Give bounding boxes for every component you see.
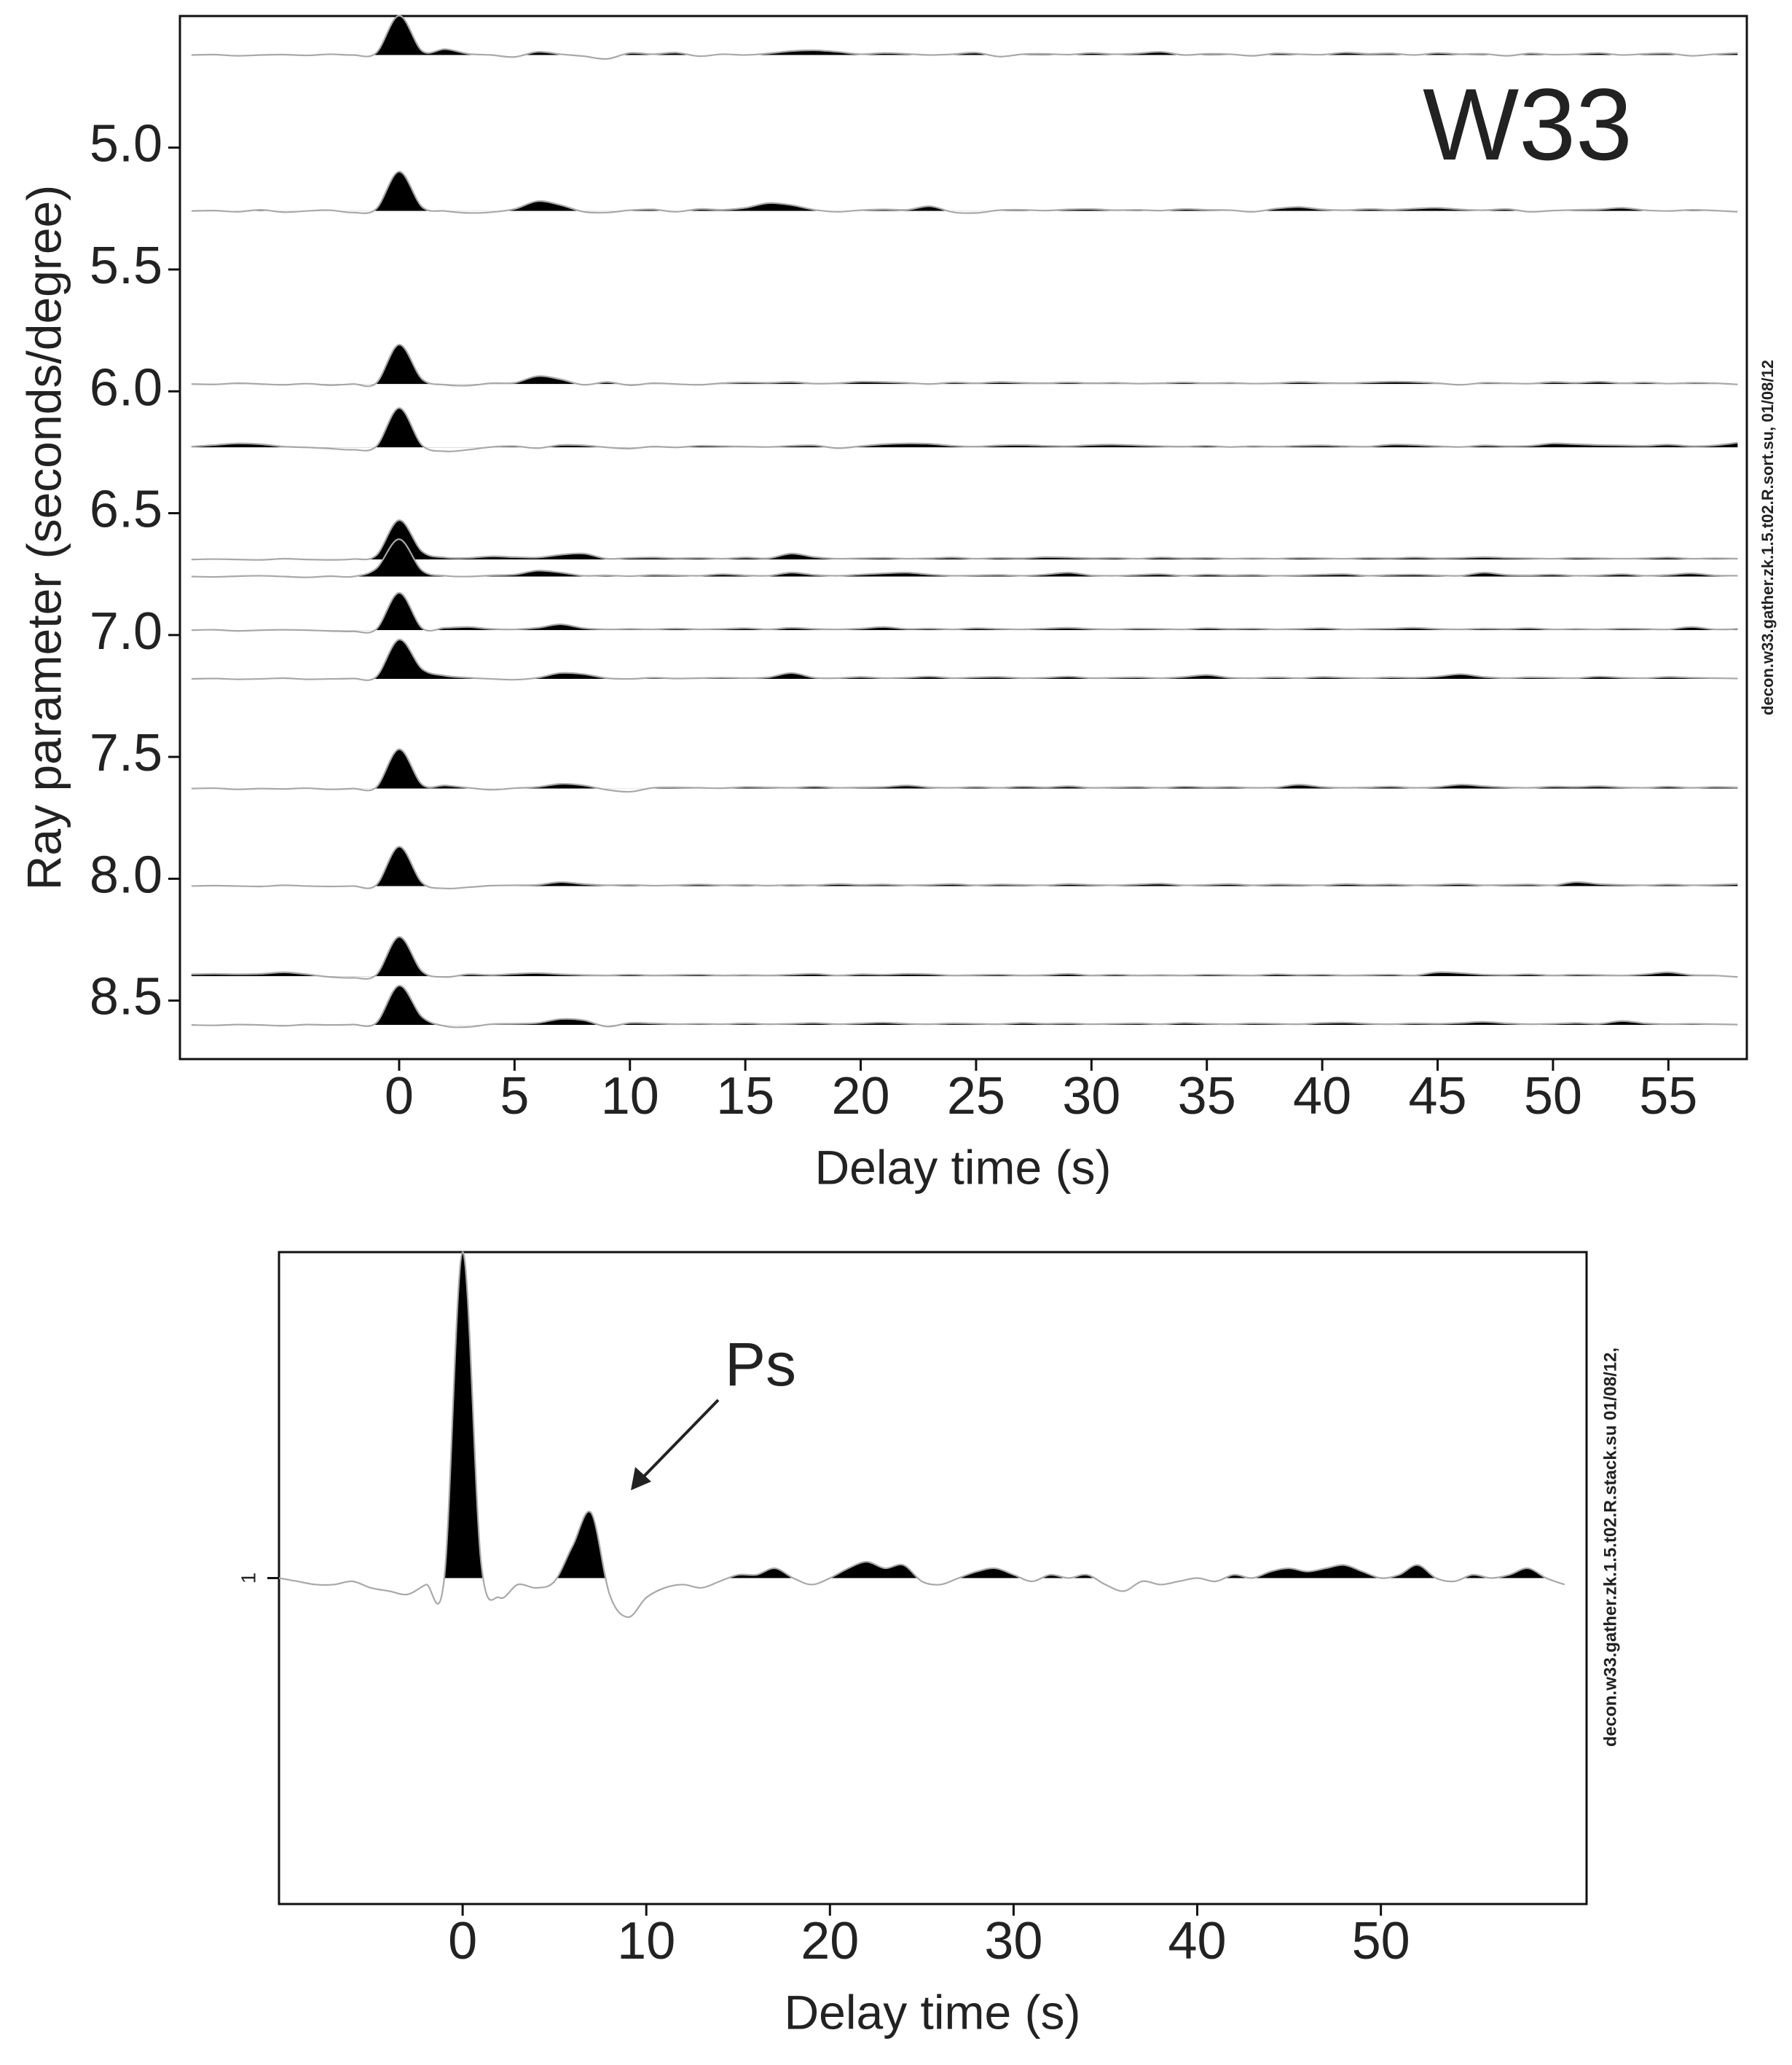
- trace: [191, 519, 1738, 561]
- y-tick-label: 8.0: [90, 846, 162, 904]
- arrow-shaft: [636, 1399, 720, 1484]
- trace-positive-fill: [191, 408, 1738, 448]
- y-tick-label: 1: [237, 1573, 259, 1584]
- x-tick-label: 50: [1352, 1912, 1410, 1970]
- trace-line: [191, 638, 1738, 681]
- trace: [191, 846, 1738, 890]
- x-tick-label: 45: [1408, 1067, 1466, 1125]
- trace: [278, 1251, 1565, 1618]
- trace: [191, 15, 1738, 60]
- x-tick-label: 20: [831, 1067, 889, 1125]
- trace-line: [191, 519, 1738, 561]
- y-tick-label: 6.0: [90, 358, 162, 417]
- x-tick-label: 25: [947, 1067, 1005, 1125]
- x-tick-label: 55: [1639, 1067, 1697, 1125]
- x-tick-label: 35: [1178, 1067, 1236, 1125]
- y-tick-label: 6.5: [90, 481, 162, 539]
- trace: [191, 748, 1738, 793]
- y-tick-label: 8.5: [90, 968, 162, 1026]
- x-axis-label: Delay time (s): [814, 1140, 1111, 1194]
- trace: [191, 936, 1738, 980]
- x-tick-label: 50: [1524, 1067, 1582, 1125]
- trace-line: [191, 591, 1738, 634]
- trace-line: [191, 15, 1738, 60]
- y-tick-label: 7.5: [90, 724, 162, 782]
- annotation: Ps: [725, 1330, 796, 1399]
- trace-positive-fill: [227, 539, 1738, 577]
- trace-line: [191, 748, 1738, 793]
- trace-positive-fill: [226, 986, 1738, 1026]
- x-tick-label: 40: [1168, 1912, 1226, 1970]
- x-tick-label: 0: [385, 1067, 414, 1125]
- trace-line: [191, 170, 1738, 214]
- trace-positive-fill: [191, 592, 1738, 631]
- x-tick-label: 20: [801, 1912, 859, 1970]
- x-axis-label: Delay time (s): [784, 1985, 1080, 2039]
- trace: [191, 985, 1738, 1028]
- trace-line: [191, 344, 1738, 388]
- trace: [191, 344, 1738, 388]
- side-note: decon.w33.gather.zk.1.5.t02.R.stack.su 0…: [1600, 1348, 1620, 1747]
- x-tick-label: 15: [716, 1067, 774, 1125]
- trace: [191, 170, 1738, 214]
- trace: [191, 538, 1738, 578]
- trace-positive-fill: [191, 520, 1738, 560]
- x-tick-label: 0: [448, 1912, 477, 1970]
- trace-line: [278, 1251, 1565, 1618]
- trace-line: [191, 407, 1738, 452]
- plot-frame: [178, 15, 1748, 1061]
- x-tick-label: 30: [1062, 1067, 1120, 1125]
- y-tick-label: 5.0: [90, 115, 162, 173]
- trace-line: [191, 538, 1738, 578]
- x-tick-label: 10: [617, 1912, 675, 1970]
- chart-title: W33: [1423, 67, 1632, 181]
- trace-line: [191, 846, 1738, 890]
- trace-line: [191, 985, 1738, 1028]
- trace-positive-fill: [191, 640, 1738, 680]
- trace-positive-fill: [191, 846, 1738, 886]
- annotation-arrow: [631, 1399, 720, 1490]
- trace: [191, 638, 1738, 681]
- trace-line: [191, 936, 1738, 980]
- trace: [191, 591, 1738, 634]
- side-note: decon.w33.gather.zk.1.5.t02.R.sort.su, 0…: [1758, 360, 1777, 715]
- trace: [191, 407, 1738, 452]
- x-tick-label: 5: [500, 1067, 529, 1125]
- y-axis-label: Ray parameter (seconds/degree): [17, 185, 71, 890]
- y-tick-label: 5.5: [90, 237, 162, 295]
- trace-positive-fill: [279, 1252, 1565, 1578]
- y-tick-label: 7.0: [90, 602, 162, 661]
- arrow-head: [631, 1467, 651, 1490]
- x-tick-label: 30: [984, 1912, 1042, 1970]
- x-tick-label: 10: [601, 1067, 659, 1125]
- x-tick-label: 40: [1293, 1067, 1351, 1125]
